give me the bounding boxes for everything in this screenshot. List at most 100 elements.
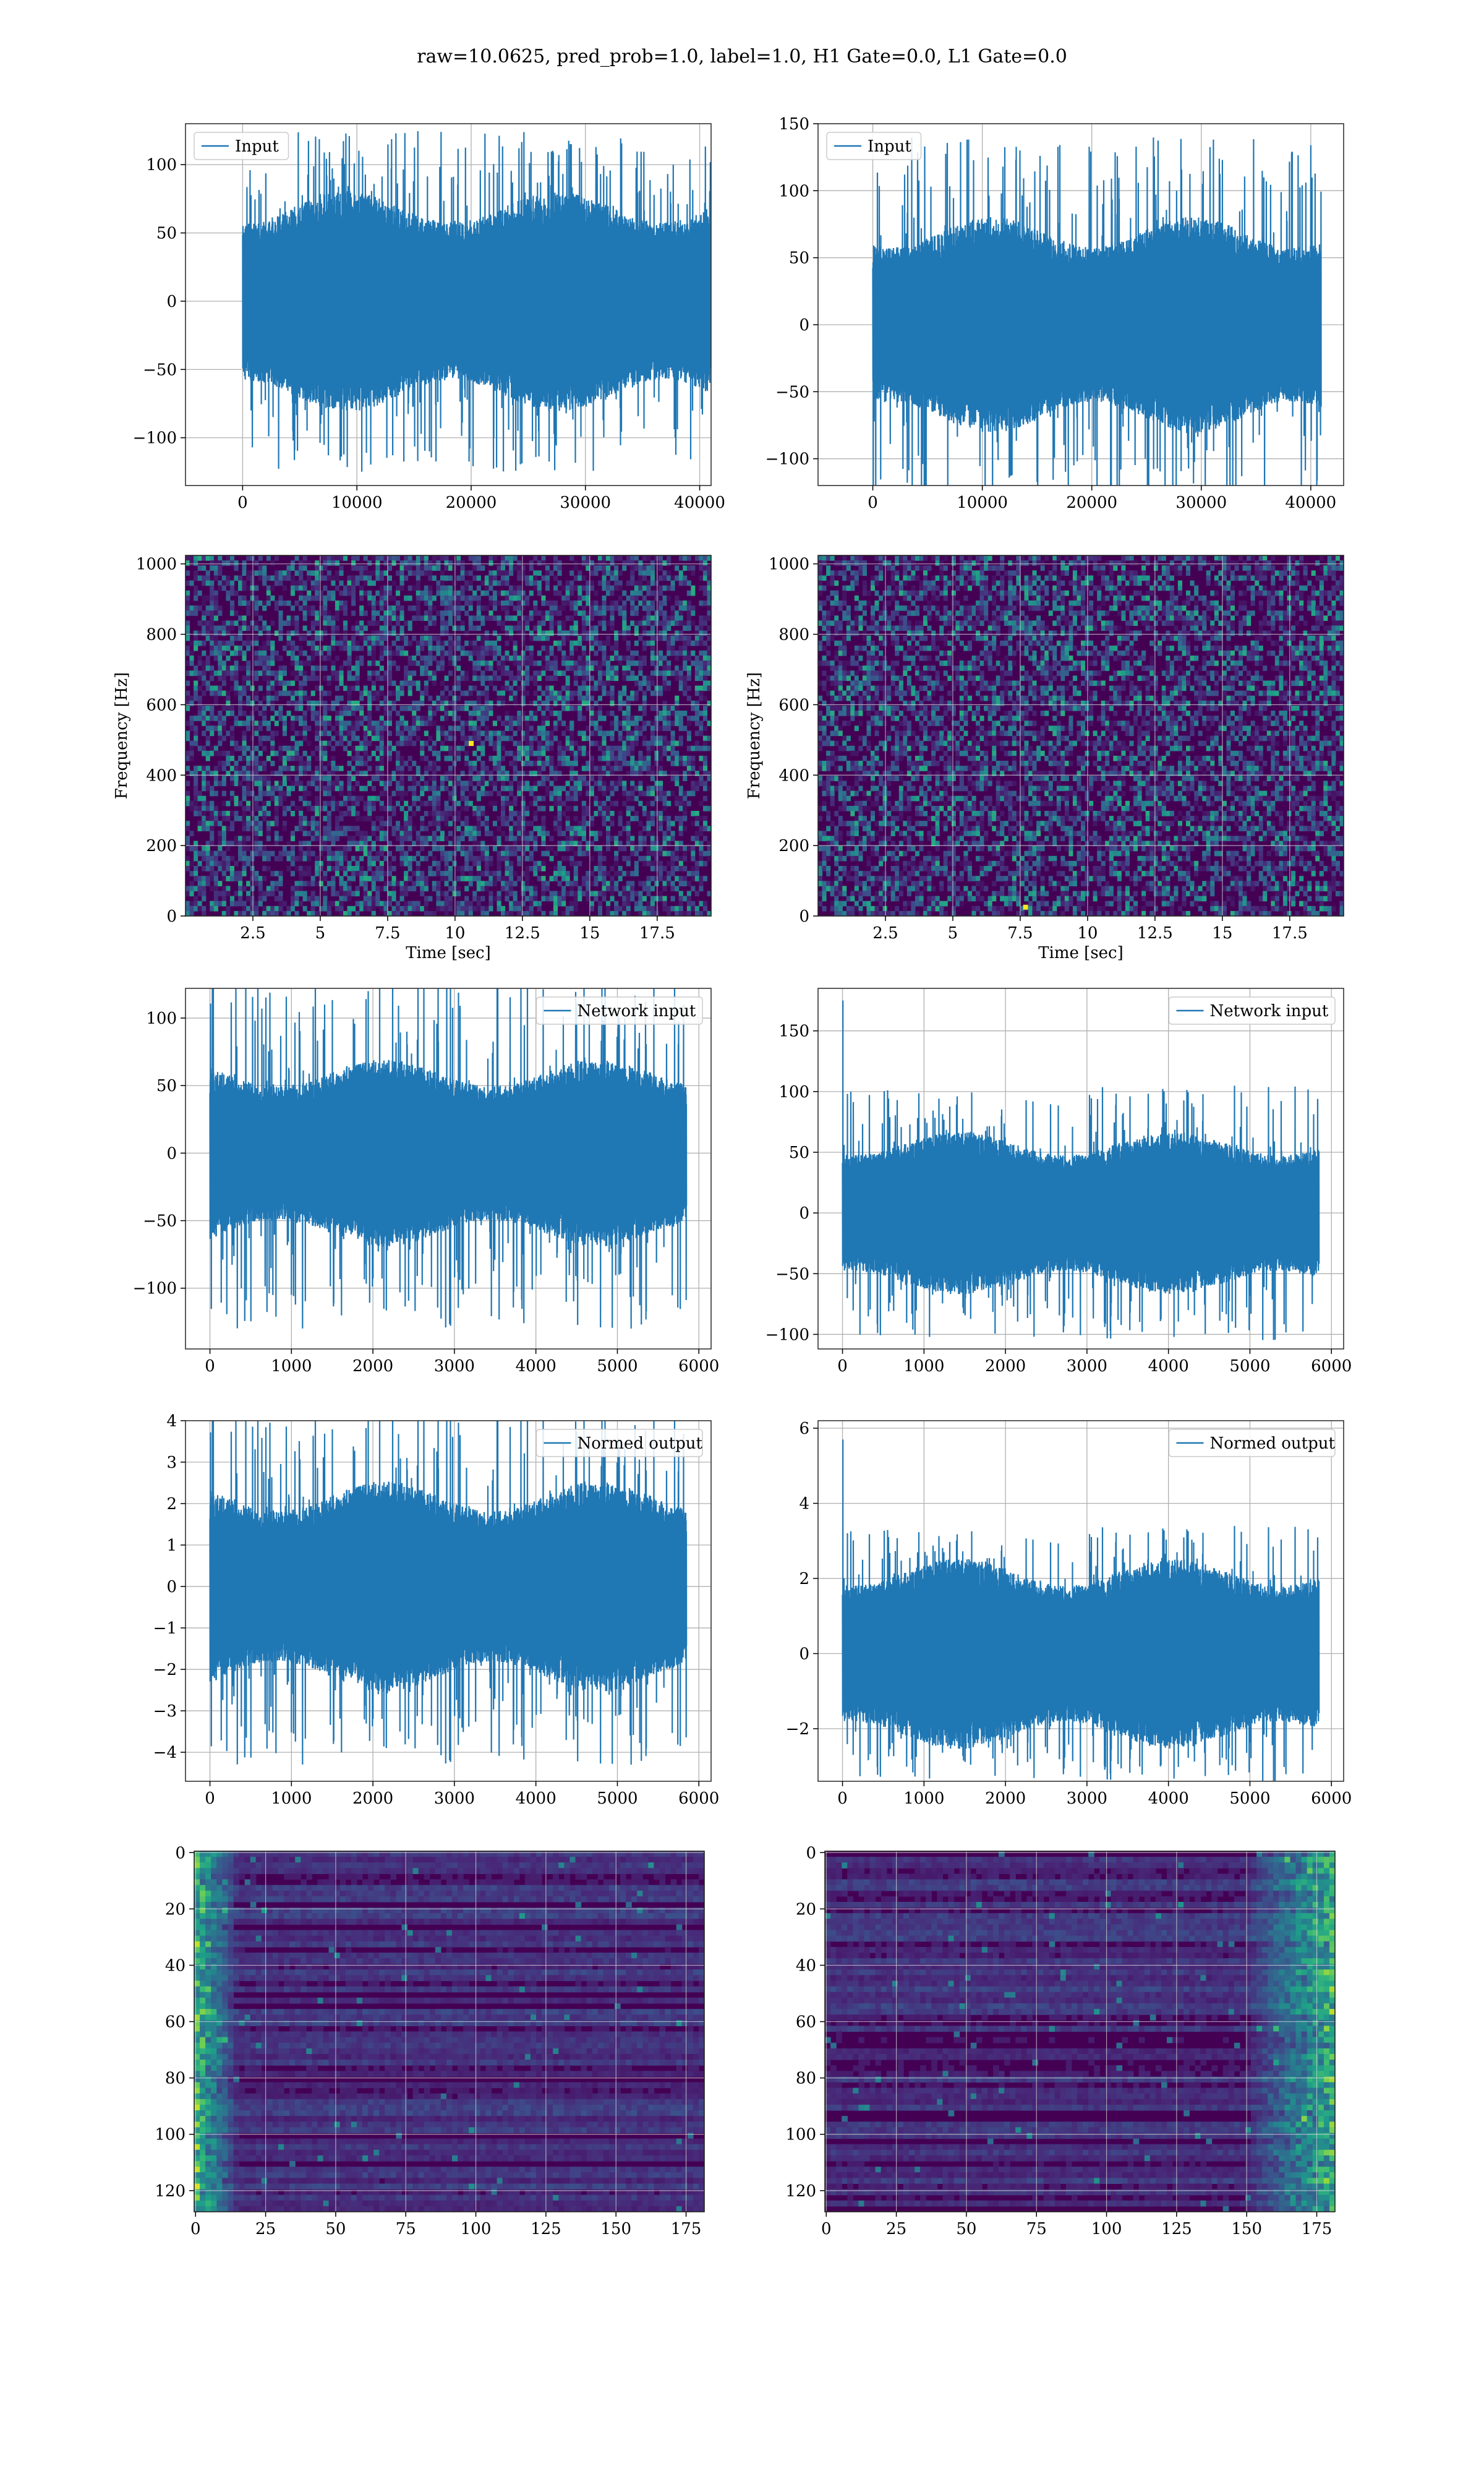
heatmap-cell [452, 805, 457, 811]
heatmap-cell [589, 565, 594, 571]
heatmap-cell [254, 771, 259, 776]
heatmap-cell [371, 795, 376, 802]
heatmap-cell [646, 845, 651, 852]
heatmap-cell [597, 685, 602, 691]
heatmap-cell [630, 675, 635, 681]
heatmap-cell [286, 575, 291, 581]
heatmap-cell [375, 901, 380, 907]
heatmap-cell [347, 695, 352, 701]
heatmap-cell [205, 855, 210, 862]
heatmap-cell [202, 650, 207, 656]
heatmap-cell [468, 595, 473, 601]
heatmap-cell [326, 881, 331, 886]
heatmap-cell [335, 845, 339, 852]
heatmap-cell [234, 771, 239, 776]
heatmap-cell [202, 816, 207, 821]
heatmap-cell [597, 831, 602, 836]
heatmap-cell [383, 836, 388, 842]
heatmap-cell [622, 761, 627, 766]
heatmap-cell [505, 816, 510, 821]
heatmap-cell [326, 790, 331, 797]
heatmap-cell [194, 595, 198, 601]
heatmap-cell [581, 700, 586, 706]
heatmap-cell [484, 860, 489, 867]
heatmap-cell [610, 876, 615, 881]
figure-title: raw=10.0625, pred_prob=1.0, label=1.0, H… [417, 46, 1067, 67]
heatmap-cell [318, 761, 323, 766]
heatmap-cell [323, 625, 328, 631]
heatmap-cell [452, 860, 457, 867]
heatmap-cell [213, 606, 218, 611]
heatmap-cell [626, 711, 631, 716]
heatmap-cell [226, 625, 231, 631]
heatmap-cell [229, 580, 234, 586]
heatmap-cell [642, 555, 647, 561]
heatmap-cell [383, 645, 388, 651]
heatmap-cell [634, 795, 639, 802]
heatmap-cell [578, 590, 582, 596]
heatmap-cell [270, 790, 275, 797]
heatmap-cell [501, 776, 506, 781]
heatmap-cell [347, 866, 352, 871]
heatmap-cell [492, 600, 497, 606]
heatmap-cell [242, 795, 247, 802]
heatmap-cell [424, 740, 429, 747]
heatmap-cell [335, 606, 339, 611]
heatmap-cell [194, 666, 198, 671]
heatmap-cell [299, 841, 304, 847]
heatmap-cell [205, 680, 210, 687]
heatmap-cell [626, 871, 631, 876]
heatmap-cell [291, 630, 296, 636]
heatmap-cell [597, 785, 602, 792]
heatmap-cell [513, 625, 518, 631]
heatmap-cell [407, 595, 412, 601]
heatmap-cell [424, 896, 429, 902]
heatmap-cell [581, 876, 586, 881]
heatmap-cell [505, 795, 510, 802]
heatmap-cell [205, 655, 210, 661]
heatmap-cell [545, 675, 550, 681]
heatmap-cell [614, 881, 619, 886]
heatmap-cell [444, 866, 449, 871]
heatmap-cell [638, 831, 643, 836]
heatmap-cell [424, 585, 429, 591]
heatmap-cell [497, 866, 501, 871]
heatmap-cell [379, 860, 384, 867]
heatmap-cell [396, 761, 401, 766]
heatmap-cell [299, 740, 304, 747]
heatmap-cell [221, 800, 226, 807]
heatmap-cell [509, 600, 514, 606]
heatmap-cell [452, 705, 457, 711]
heatmap-cell [468, 790, 473, 797]
heatmap-cell [266, 600, 271, 606]
heatmap-cell [343, 661, 348, 666]
heatmap-cell [630, 570, 635, 576]
heatmap-cell [375, 610, 380, 616]
heatmap-cell [383, 805, 388, 811]
heatmap-cell [315, 771, 320, 776]
heatmap-cell [638, 716, 643, 721]
heatmap-cell [407, 705, 412, 711]
heatmap-cell [278, 891, 283, 897]
heatmap-cell [488, 901, 493, 907]
heatmap-cell [326, 781, 331, 787]
heatmap-cell [351, 705, 356, 711]
heatmap-cell [549, 845, 554, 852]
heatmap-cell [367, 730, 372, 737]
heatmap-cell [573, 901, 578, 907]
heatmap-cell [347, 726, 352, 731]
heatmap-cell [221, 836, 226, 842]
heatmap-cell [610, 745, 615, 751]
heatmap-cell [549, 705, 554, 711]
heatmap-cell [614, 800, 619, 807]
heatmap-cell [367, 620, 372, 626]
heatmap-cell [509, 910, 514, 916]
heatmap-cell [505, 655, 510, 661]
heatmap-cell [286, 640, 291, 646]
heatmap-cell [432, 805, 437, 811]
heatmap-cell [363, 590, 368, 596]
heatmap-cell [310, 585, 315, 591]
heatmap-cell [472, 826, 477, 831]
heatmap-cell [557, 891, 562, 897]
heatmap-cell [497, 615, 501, 621]
